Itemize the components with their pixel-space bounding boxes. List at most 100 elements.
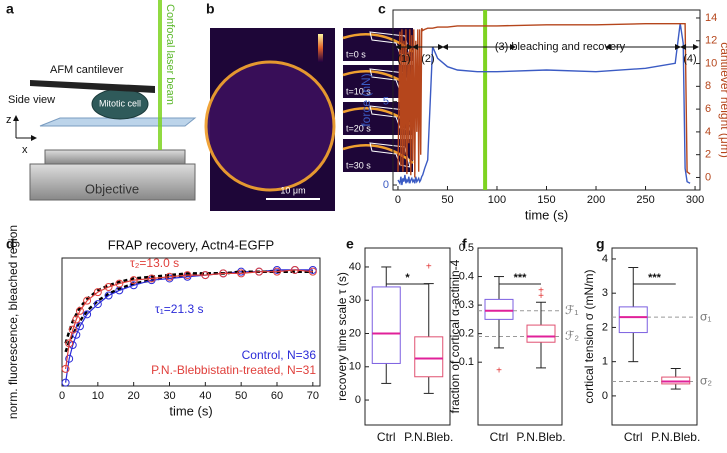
- panel-label: g: [596, 236, 605, 252]
- box: [371, 286, 401, 364]
- y-tick-label: 3: [602, 287, 608, 299]
- data-point: [93, 288, 102, 297]
- y-tick-label: 0.5: [459, 242, 474, 254]
- data-point: [83, 296, 92, 305]
- outlier: +: [496, 365, 502, 376]
- cell-label: Mitotic cell: [99, 98, 141, 108]
- y2-tick-label: 8: [705, 80, 711, 92]
- y2-tick-label: 2: [705, 149, 711, 161]
- x-tick-label: 300: [686, 194, 704, 206]
- y-tick-label: 10: [349, 361, 361, 373]
- x-tick-label: 10: [92, 390, 104, 402]
- y-tick-label: 30: [349, 294, 361, 306]
- objective-top: [44, 149, 186, 165]
- y-axis-label: fraction of cortical α-actinin-4: [448, 259, 462, 413]
- x-tick-label: Ctrl: [377, 430, 396, 444]
- laser-label: Confocal laser beam: [164, 4, 176, 105]
- y2-tick-label: 0: [705, 171, 711, 183]
- x-tick-label: 70: [307, 390, 319, 402]
- x-tick-label: 0: [395, 194, 401, 206]
- y-tick-label: 0.4: [459, 270, 474, 282]
- cantilever-label: AFM cantilever: [50, 64, 124, 76]
- colorbar: [318, 34, 323, 62]
- box: [618, 306, 648, 334]
- box: [526, 324, 556, 343]
- x-tick-label: 50: [235, 390, 247, 402]
- significance-label: ***: [514, 272, 528, 284]
- x-tick-label: 30: [163, 390, 175, 402]
- legend-entry: P.N.-Blebbistatin-treated, N=31: [151, 363, 316, 377]
- data-point: [83, 310, 92, 319]
- x-axis-label: time (s): [525, 207, 568, 222]
- y-tick-label: 4: [602, 253, 608, 265]
- phase-label: (3) bleaching and recovery: [495, 41, 626, 53]
- x-tick-label: 150: [537, 194, 555, 206]
- data-point: [147, 274, 156, 283]
- objective-body: [29, 163, 196, 201]
- glass-slide: [39, 117, 197, 127]
- box: [484, 298, 514, 320]
- data-point: [219, 269, 228, 278]
- data-point: [75, 306, 84, 315]
- y2-tick-label: 12: [705, 35, 717, 47]
- series-line: [65, 269, 313, 369]
- inset-time: t=10 s: [346, 86, 371, 96]
- box: [661, 376, 691, 385]
- y2-tick-label: 6: [705, 103, 711, 115]
- phase-label: (2): [421, 53, 434, 65]
- x-tick-label: Ctrl: [624, 430, 643, 444]
- plot-frame: [392, 9, 701, 191]
- data-point: [290, 265, 299, 274]
- data-point: [129, 276, 138, 285]
- data-point: [72, 315, 81, 324]
- reference-label: ℱ₁: [565, 303, 578, 317]
- fit-annotation: τ₂=13.0 s: [130, 256, 179, 270]
- box: [414, 336, 444, 378]
- y2-tick-label: 4: [705, 126, 711, 138]
- significance-label: *: [405, 272, 410, 284]
- panel-label: e: [346, 236, 354, 252]
- scale-label: 10 μm: [280, 185, 305, 195]
- inset-time: t=30 s: [346, 160, 371, 170]
- inset-time: t=0 s: [346, 49, 366, 59]
- x-tick-label: 40: [199, 390, 211, 402]
- data-point: [183, 271, 192, 280]
- data-point: [237, 269, 246, 278]
- data-point: [65, 339, 74, 348]
- data-point: [273, 267, 281, 276]
- data-point: [308, 267, 317, 276]
- y2-axis-label: cantilever height (μm): [718, 42, 727, 158]
- y-axis-label: cortical tension σ (mN/m): [582, 269, 596, 403]
- setup-diagram: [13, 0, 197, 201]
- outlier: +: [538, 285, 544, 296]
- panel-label: b: [206, 1, 215, 17]
- chart-title: FRAP recovery, Actn4-EGFP: [108, 237, 274, 252]
- data-point: [61, 378, 70, 387]
- plot-frame: [364, 247, 451, 426]
- y-tick-label: 0: [383, 179, 389, 191]
- data-point: [115, 279, 124, 288]
- data-point: [93, 300, 102, 309]
- x-tick-label: P.N.Bleb.: [516, 430, 565, 444]
- data-point: [129, 281, 138, 290]
- y-tick-label: 2: [602, 321, 608, 333]
- x-tick-label: 250: [636, 194, 654, 206]
- cell-cortex: [204, 60, 336, 192]
- y-tick-label: 0.3: [459, 299, 474, 311]
- data-point: [75, 322, 84, 331]
- cantilever: [30, 80, 155, 93]
- z-label: z: [6, 114, 12, 126]
- data-point: [65, 354, 74, 363]
- series-line: [397, 23, 691, 186]
- data-point: [68, 325, 77, 334]
- data-point: [255, 267, 264, 276]
- y-tick-label: 40: [349, 261, 361, 273]
- data-point: [165, 272, 174, 281]
- x-tick-label: 100: [488, 194, 506, 206]
- x-tick-label: P.N.Bleb.: [651, 430, 700, 444]
- inset-time: t=20 s: [346, 123, 371, 133]
- reference-label: σ₂: [700, 374, 712, 388]
- plot-frame: [611, 247, 698, 426]
- x-tick-label: P.N.Bleb.: [404, 430, 453, 444]
